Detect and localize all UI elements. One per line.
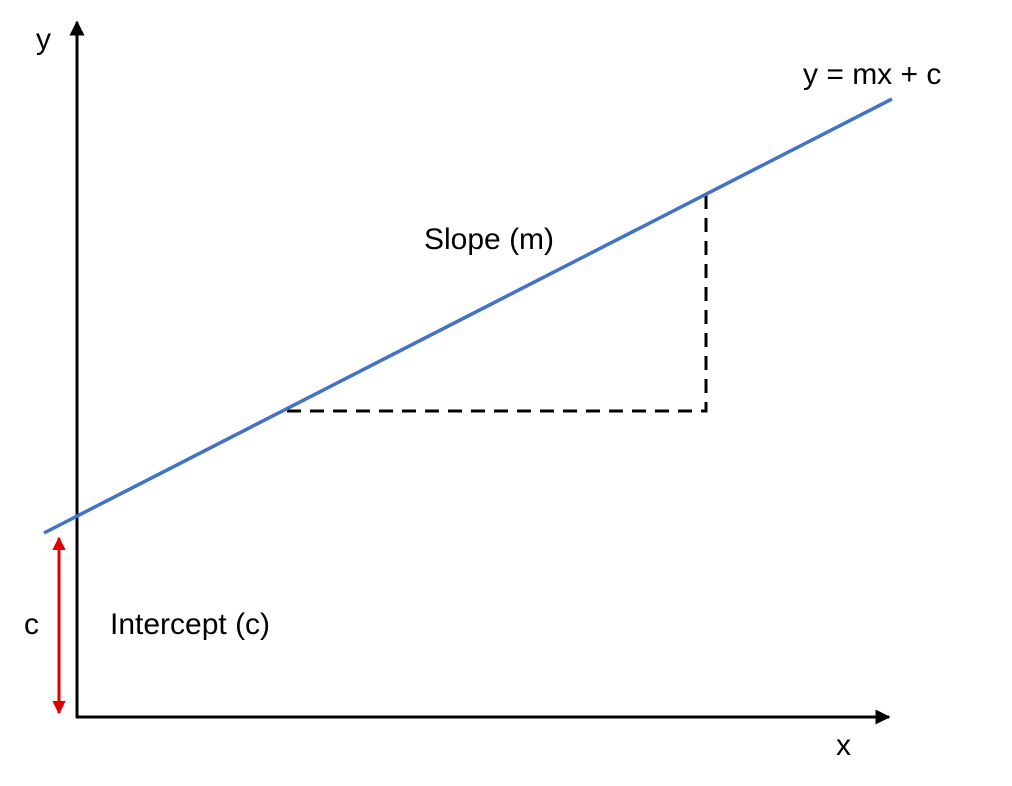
slope-label: Slope (m) [424,223,554,256]
slope-guide [287,195,708,413]
linear-line [43,97,893,535]
equation-label: y = mx + c [803,58,941,91]
y-axis-label: y [36,23,51,56]
intercept-marker-label: c [24,608,39,641]
intercept-label: Intercept (c) [110,608,270,641]
x-axis-label: x [836,729,851,762]
